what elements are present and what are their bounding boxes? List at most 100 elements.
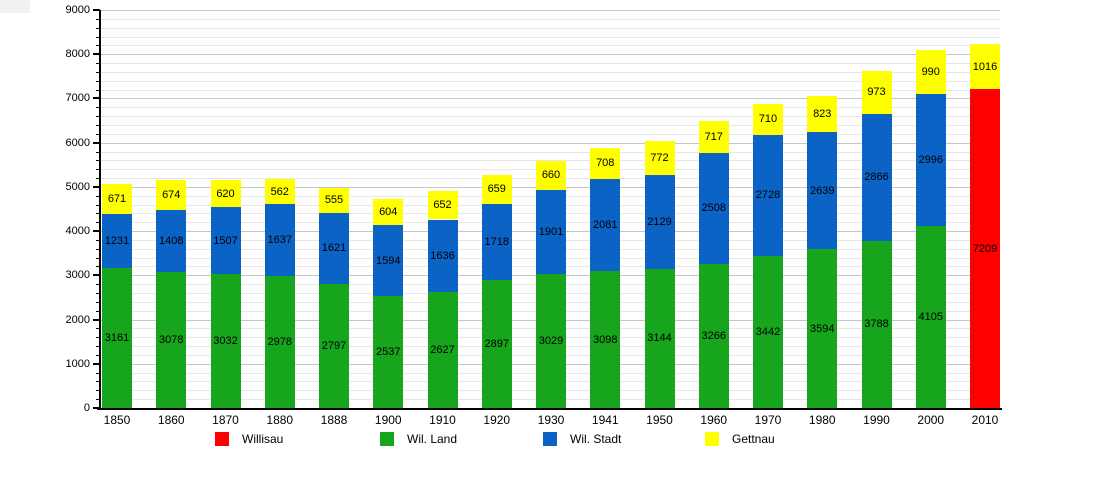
bar-value-label: 620	[216, 187, 235, 200]
bar-value-label: 652	[433, 199, 452, 212]
y-tick-label: 1000	[65, 357, 90, 370]
bar-segment-wil-stadt: 2639	[807, 132, 838, 250]
y-axis-minor-tick	[96, 107, 100, 109]
bar-segment-gettnau: 660	[536, 160, 566, 190]
bar-segment-gettnau: 604	[373, 198, 404, 226]
bar-value-label: 674	[162, 188, 181, 201]
x-tick-label: 1990	[863, 413, 890, 427]
bar-value-label: 1231	[104, 235, 130, 247]
y-axis-minor-tick	[96, 301, 100, 303]
bar-segment-gettnau: 717	[698, 120, 729, 153]
bar-segment-wil-land: 2537	[373, 295, 404, 408]
y-tick-label: 2000	[65, 313, 90, 326]
legend-swatch-willisau	[215, 432, 229, 446]
x-tick-label: 1930	[537, 413, 565, 427]
minor-gridline	[100, 27, 1000, 29]
legend-swatch-wil-stadt	[543, 432, 557, 446]
bar-value-label: 2627	[430, 343, 455, 356]
bar-value-label: 659	[487, 183, 506, 196]
bar-segment-gettnau: 555	[319, 188, 349, 213]
bar-segment-gettnau: 823	[807, 95, 838, 133]
bar-value-label: 2639	[810, 184, 835, 197]
y-axis-minor-tick	[96, 80, 100, 82]
y-axis-minor-tick	[96, 266, 100, 268]
bar-segment-gettnau: 620	[210, 179, 241, 208]
y-axis-minor-tick	[96, 204, 100, 206]
x-tick-label: 1880	[266, 413, 294, 427]
x-tick-label: 1960	[700, 413, 728, 427]
x-tick-label: 1941	[591, 413, 619, 427]
y-axis-minor-tick	[96, 222, 100, 224]
y-axis-minor-tick	[96, 71, 100, 73]
y-axis-major-tick	[93, 407, 100, 409]
y-tick-label: 7000	[65, 92, 90, 105]
y-axis-minor-tick	[96, 337, 100, 339]
y-axis-major-tick	[93, 185, 100, 188]
bar-value-label: 3029	[538, 335, 564, 348]
y-axis-minor-tick	[96, 89, 100, 91]
y-axis-major-tick	[93, 230, 100, 233]
bar-value-label: 1637	[267, 234, 292, 247]
bar-value-label: 671	[107, 192, 127, 205]
y-axis-minor-tick	[96, 239, 100, 241]
bar-segment-wil-land: 3788	[861, 240, 892, 408]
bar-value-label: 3266	[701, 329, 726, 342]
bar-value-label: 708	[596, 157, 615, 170]
bar-segment-willisau: 7209	[970, 89, 1000, 408]
y-axis-minor-tick	[96, 399, 100, 401]
y-axis-minor-tick	[96, 346, 100, 348]
bar-value-label: 7209	[972, 242, 998, 255]
y-axis-minor-tick	[96, 151, 100, 153]
bar-value-label: 3594	[810, 322, 835, 335]
minor-gridline	[100, 107, 1000, 109]
y-axis-minor-tick	[96, 36, 100, 38]
bar-segment-wil-stadt: 1507	[210, 207, 241, 274]
bar-value-label: 3788	[864, 318, 889, 331]
y-tick-label: 9000	[65, 4, 90, 16]
bar-value-label: 3144	[647, 332, 672, 345]
bar-segment-wil-land: 3032	[210, 273, 241, 408]
bar-segment-wil-stadt: 1408	[156, 209, 187, 272]
bar-value-label: 2081	[593, 218, 618, 231]
bar-segment-wil-land: 3161	[102, 268, 132, 408]
bar-value-label: 2508	[701, 202, 726, 215]
bar-value-label: 1636	[430, 249, 455, 262]
bar-value-label: 990	[921, 66, 940, 79]
y-axis-minor-tick	[96, 63, 100, 65]
bar-value-label: 2978	[267, 336, 292, 349]
y-axis-line	[99, 10, 101, 409]
bar-segment-wil-land: 3078	[156, 271, 187, 408]
y-axis-minor-tick	[96, 124, 100, 126]
y-axis-minor-tick	[96, 160, 100, 162]
legend-label: Wil. Stadt	[570, 432, 622, 446]
y-axis-minor-tick	[96, 310, 100, 312]
y-tick-label: 5000	[65, 180, 90, 193]
major-gridline	[100, 98, 1000, 100]
y-axis-minor-tick	[96, 248, 100, 250]
major-gridline	[100, 54, 1000, 56]
bar-value-label: 3161	[104, 332, 130, 345]
bar-segment-wil-stadt: 1621	[319, 212, 349, 285]
bar-segment-wil-stadt: 2866	[861, 113, 892, 241]
y-tick-label: 3000	[65, 269, 90, 282]
x-tick-label: 1950	[646, 413, 673, 427]
bar-value-label: 823	[813, 108, 832, 121]
x-tick-label: 2010	[971, 413, 999, 427]
bar-segment-gettnau: 671	[102, 184, 132, 214]
bar-value-label: 1594	[376, 254, 401, 267]
x-axis-line	[97, 408, 1002, 410]
bar-segment-wil-stadt: 2508	[698, 152, 729, 264]
x-tick-label: 1888	[320, 413, 348, 427]
bar-segment-gettnau: 652	[427, 190, 458, 220]
bar-segment-gettnau: 659	[481, 174, 512, 204]
minor-gridline	[100, 71, 1000, 73]
bar-value-label: 3078	[159, 333, 184, 346]
y-axis-major-tick	[93, 274, 100, 277]
bar-value-label: 1016	[972, 60, 998, 73]
minor-gridline	[100, 124, 1000, 126]
y-axis-major-tick	[93, 9, 100, 11]
y-axis-minor-tick	[96, 169, 100, 171]
bar-segment-wil-stadt: 2728	[753, 135, 783, 256]
bar-value-label: 3098	[593, 333, 618, 346]
plot-area: 3161 1231 671 3078 1408 674 3032 1507 620 2978 163…	[100, 10, 1000, 408]
